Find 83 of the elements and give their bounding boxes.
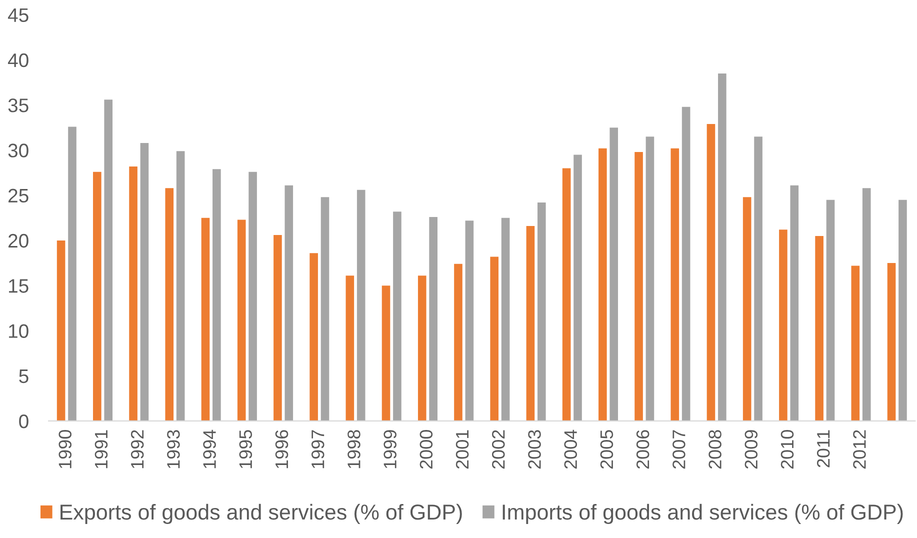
y-tick-label: 0 (19, 414, 28, 428)
y-tick-label: 20 (8, 234, 28, 248)
x-tick-label: 2012 (853, 430, 866, 469)
bar (140, 142, 149, 421)
x-tick-label: 2003 (528, 430, 541, 469)
x-tick-label: 2011 (816, 430, 830, 468)
bar (129, 166, 138, 421)
bar (706, 124, 716, 421)
x-tick-label: 1992 (130, 430, 144, 468)
bar (887, 263, 896, 421)
bar (176, 151, 185, 421)
bar (320, 197, 330, 421)
bar (598, 148, 607, 421)
bar (418, 276, 426, 421)
x-tick-label: 1995 (239, 430, 252, 468)
x-tick-label: 1998 (348, 430, 360, 468)
x-tick-label: 1993 (167, 430, 180, 468)
bar (454, 264, 462, 421)
bar (862, 188, 871, 421)
bar (718, 73, 726, 421)
x-tick-label: 2006 (636, 430, 650, 469)
x-tick-label: 2002 (492, 430, 505, 469)
y-tick-label: 10 (9, 324, 28, 338)
bar (310, 253, 318, 421)
x-tick-label: 1997 (311, 430, 324, 468)
x-tick-label: 2009 (744, 430, 758, 469)
bar (274, 235, 282, 421)
bar (356, 190, 366, 421)
bar (56, 240, 66, 421)
bar (201, 218, 210, 421)
x-tick-label: 1996 (275, 430, 288, 468)
y-tick-label: 35 (8, 98, 28, 112)
x-tick-label: 1999 (384, 430, 396, 468)
x-tick-label: 2001 (456, 430, 469, 469)
x-tick-label: 1990 (58, 430, 72, 468)
y-tick-label: 30 (8, 144, 28, 158)
bar (165, 188, 174, 421)
legend-label: Exports of goods and services (% of GDP) (60, 504, 462, 524)
bar (682, 106, 690, 421)
bar (826, 200, 835, 421)
bar (490, 256, 498, 421)
x-tick-label: 2004 (564, 430, 577, 469)
bar (429, 216, 438, 421)
bar (646, 136, 654, 421)
bar (742, 197, 752, 421)
bar (562, 168, 571, 421)
y-tick-label: 45 (8, 8, 28, 22)
bar (248, 172, 257, 421)
x-tick-label: 2007 (672, 430, 686, 469)
bar (574, 154, 582, 421)
bar (68, 126, 76, 421)
y-tick-label: 15 (9, 279, 28, 293)
bar (610, 128, 618, 421)
bar (393, 212, 402, 421)
x-tick-label: 2005 (600, 430, 614, 469)
bar (815, 236, 824, 421)
bar (212, 169, 221, 421)
bar (237, 220, 246, 421)
bar (537, 202, 546, 421)
x-tick-label: 1991 (94, 430, 108, 468)
bar (634, 152, 643, 421)
bar (670, 148, 680, 421)
y-tick-label: 25 (8, 188, 28, 203)
bar (790, 185, 799, 421)
bar (382, 286, 390, 421)
x-tick-label: 2010 (780, 430, 794, 469)
bar (465, 220, 474, 421)
bar (526, 226, 535, 421)
bar (284, 185, 294, 421)
bar (93, 172, 102, 421)
bar (851, 266, 860, 421)
bar (346, 276, 354, 421)
x-tick-label: 2008 (708, 430, 722, 469)
bar (104, 100, 113, 421)
x-tick-label: 1994 (203, 430, 216, 468)
y-tick-label: 5 (19, 370, 28, 384)
bar (754, 136, 762, 421)
y-tick-label: 40 (8, 53, 28, 68)
legend-label: Imports of goods and services (% of GDP) (502, 504, 903, 524)
bar (898, 200, 907, 421)
bar (501, 218, 510, 421)
x-tick-label: 2000 (420, 430, 433, 469)
bar (779, 230, 788, 421)
